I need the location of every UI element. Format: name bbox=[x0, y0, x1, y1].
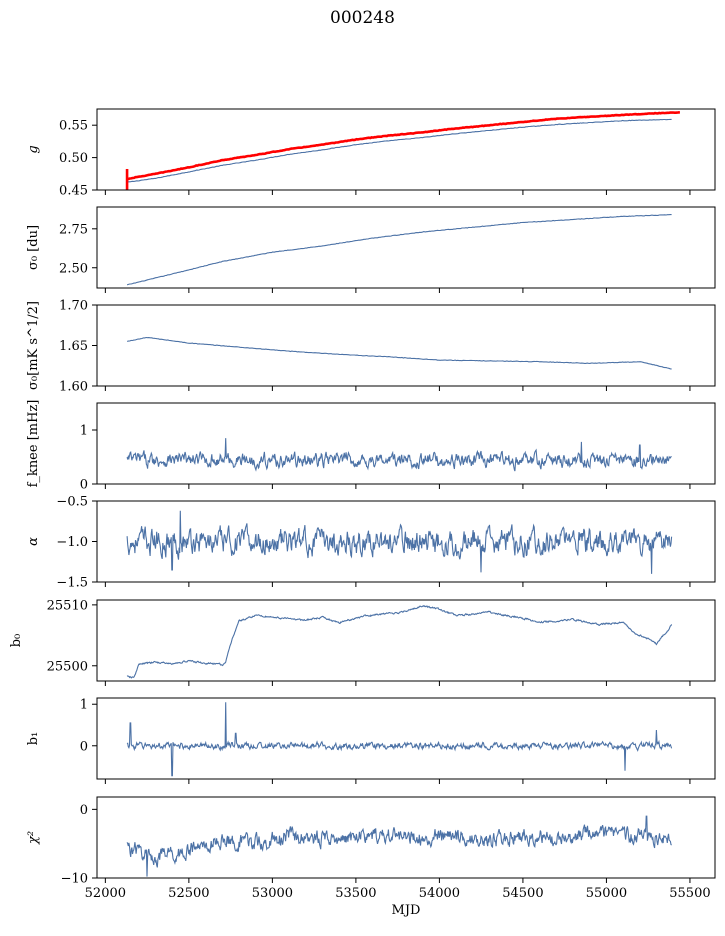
y-tick-label: 0.55 bbox=[59, 119, 88, 134]
y-tick-label: −10 bbox=[61, 872, 88, 887]
x-tick-label: 54500 bbox=[502, 886, 543, 901]
panel-b0: 25500 25510 b₀ bbox=[9, 598, 716, 686]
y-tick-label: 0 bbox=[80, 803, 88, 818]
y-tick-label: −1.0 bbox=[56, 535, 88, 550]
panel-fknee: 0 1 f_knee [mHz] bbox=[26, 400, 716, 493]
x-tick-label: 55000 bbox=[586, 886, 627, 901]
panel-frame bbox=[96, 304, 716, 387]
panel-frame bbox=[96, 402, 716, 485]
panel-sigma0_du: 2.50 2.75 σ₀ [du] bbox=[26, 206, 716, 293]
x-tick-label: 52000 bbox=[85, 886, 126, 901]
x-tick-label: 53500 bbox=[335, 886, 376, 901]
panel-g: 0.45 0.50 0.55 g bbox=[26, 108, 716, 199]
panel-frame bbox=[96, 206, 716, 289]
series-line-sigma0-du bbox=[126, 214, 672, 286]
y-tick-label: 0 bbox=[80, 739, 88, 754]
panel-frame bbox=[96, 796, 716, 879]
y-tick-label: 2.50 bbox=[59, 261, 88, 276]
y-axis-label: g bbox=[26, 145, 41, 153]
y-axis-label: χ² bbox=[26, 831, 41, 845]
series-line-chi2 bbox=[126, 815, 672, 877]
panel-alpha: −1.5 −1.0 −0.5 α bbox=[26, 495, 716, 591]
series-line-alpha bbox=[126, 510, 673, 574]
series-line-g-measured bbox=[126, 118, 672, 183]
y-axis-label: σ₀ [du] bbox=[26, 225, 41, 270]
y-tick-label: 1.65 bbox=[59, 339, 88, 354]
panel-b1: 0 1 b₁ bbox=[26, 697, 716, 784]
panel-frame bbox=[96, 599, 716, 682]
series-line-b0 bbox=[126, 605, 673, 679]
x-axis-label: MJD bbox=[392, 903, 421, 918]
y-tick-label: 0 bbox=[80, 478, 88, 493]
figure-title: 000248 bbox=[330, 8, 395, 28]
y-tick-label: 25510 bbox=[47, 598, 88, 613]
y-tick-label: 1 bbox=[80, 424, 88, 439]
y-tick-label: −0.5 bbox=[56, 495, 88, 510]
series-line-fknee bbox=[126, 438, 672, 472]
series-line-sigma0-mK bbox=[126, 336, 672, 370]
y-tick-label: 0.45 bbox=[59, 184, 88, 199]
y-tick-label: 2.75 bbox=[59, 222, 88, 237]
y-tick-label: −1.5 bbox=[56, 576, 88, 591]
y-axis-label: b₁ bbox=[26, 732, 41, 746]
panel-chi2: −10 0 52000 52500 53000 53500 54000 54500 55000 5… bbox=[26, 796, 716, 918]
x-tick-label: 52500 bbox=[168, 886, 209, 901]
x-tick-label: 53000 bbox=[252, 886, 293, 901]
y-tick-label: 1.70 bbox=[59, 299, 88, 314]
panel-sigma0_mk: 1.60 1.65 1.70 σ₀[mK s^1/2] bbox=[26, 299, 716, 395]
x-tick-label: 55500 bbox=[669, 886, 710, 901]
y-axis-label: σ₀[mK s^1/2] bbox=[26, 301, 41, 390]
series-line-g-fit bbox=[127, 111, 680, 181]
y-axis-label: f_knee [mHz] bbox=[26, 400, 41, 488]
y-axis-label: α bbox=[26, 537, 41, 546]
y-axis-label: b₀ bbox=[9, 634, 24, 648]
panel-frame bbox=[96, 108, 716, 191]
y-tick-label: 1 bbox=[80, 698, 88, 713]
series-line-b1 bbox=[126, 702, 673, 777]
y-tick-label: 25500 bbox=[47, 659, 88, 674]
panel-frame bbox=[96, 697, 716, 780]
y-tick-label: 1.60 bbox=[59, 380, 88, 395]
x-tick-label: 54000 bbox=[419, 886, 460, 901]
y-tick-label: 0.50 bbox=[59, 151, 88, 166]
